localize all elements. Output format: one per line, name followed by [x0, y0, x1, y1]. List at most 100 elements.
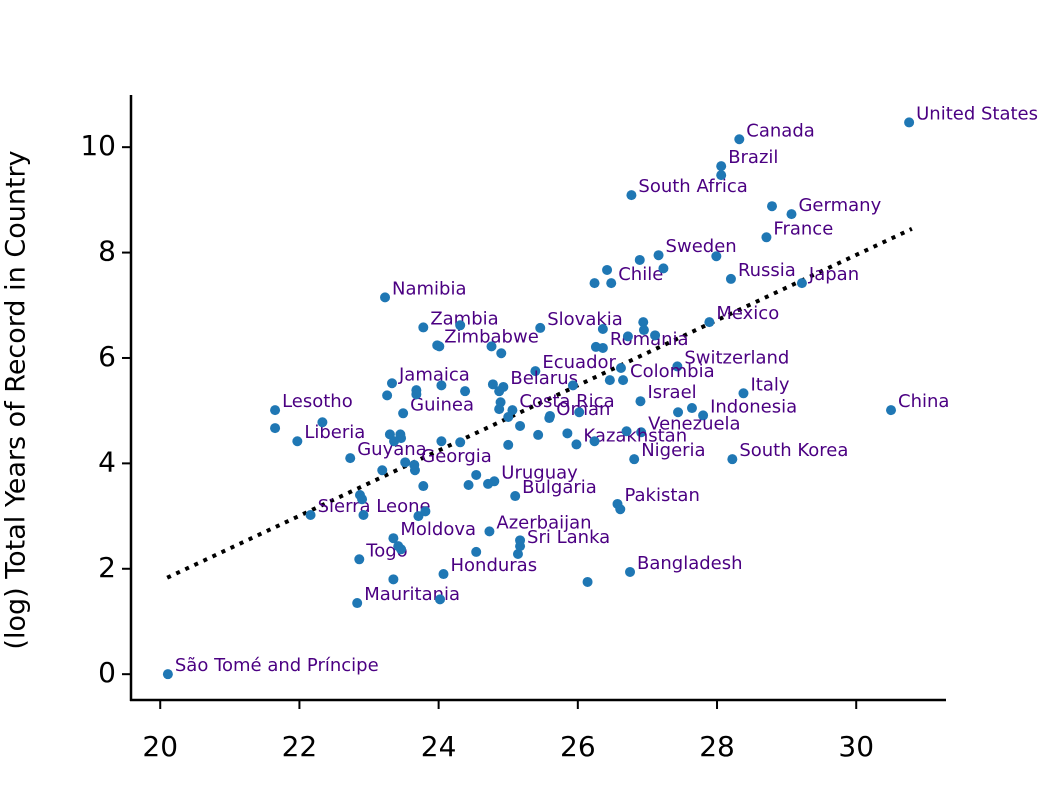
point: [471, 469, 482, 480]
point-label: Chile: [618, 264, 663, 285]
point: [388, 574, 399, 585]
point: [638, 325, 649, 336]
point: [604, 375, 615, 386]
point: [512, 549, 523, 560]
y-tick-label: 8: [98, 235, 116, 268]
point: [635, 396, 646, 407]
point: [786, 209, 797, 220]
point: [590, 341, 601, 352]
point: [463, 479, 474, 490]
point: [672, 361, 683, 372]
point-label: Nigeria: [641, 440, 705, 461]
x-tick-label: 20: [142, 730, 178, 763]
point: [653, 250, 664, 261]
point: [396, 544, 407, 555]
point-label: Mauritania: [364, 584, 460, 605]
y-tick-label: 6: [98, 340, 116, 373]
point: [904, 117, 915, 128]
point: [886, 405, 897, 416]
point-label: Germany: [798, 195, 881, 216]
point: [382, 390, 393, 401]
point: [716, 170, 727, 181]
point-label: South Korea: [739, 440, 848, 461]
point: [418, 322, 429, 333]
y-tick-label: 10: [80, 129, 116, 162]
point: [626, 190, 637, 201]
point: [574, 407, 585, 418]
point: [530, 366, 541, 377]
y-axis-label: (log) Total Years of Record in Country: [1, 150, 32, 649]
point: [435, 594, 446, 605]
point: [510, 491, 521, 502]
y-tick-label: 0: [98, 656, 116, 689]
point: [460, 386, 471, 397]
point-label: Moldova: [400, 519, 476, 540]
point: [650, 330, 661, 341]
point: [716, 161, 727, 172]
point: [562, 428, 573, 439]
point-label: Lesotho: [282, 391, 353, 412]
point: [704, 317, 715, 328]
point: [411, 389, 422, 400]
point-label: Japan: [808, 264, 859, 285]
point: [767, 201, 778, 212]
point-label: Sierra Leone: [318, 496, 431, 517]
point-label: Russia: [738, 260, 796, 281]
point: [622, 331, 633, 342]
point: [725, 273, 736, 284]
point-label: Sri Lanka: [527, 527, 610, 548]
point: [345, 453, 356, 464]
point: [305, 510, 316, 521]
point-label: Romania: [610, 329, 689, 350]
point: [589, 278, 600, 289]
point-label: Guinea: [410, 394, 474, 415]
point: [602, 264, 613, 275]
point-label: Pakistan: [624, 485, 699, 506]
point: [503, 411, 514, 422]
point: [483, 478, 494, 489]
point: [471, 546, 482, 557]
point: [398, 408, 409, 419]
point: [377, 465, 388, 476]
point: [629, 454, 640, 465]
point-label: Zimbabwe: [444, 326, 539, 347]
point: [571, 439, 582, 450]
point: [615, 362, 626, 373]
point: [589, 436, 600, 447]
point-label: Belarus: [510, 368, 578, 389]
point-label: Liberia: [304, 422, 365, 443]
y-tick-label: 2: [98, 551, 116, 584]
point: [515, 420, 526, 431]
point: [418, 481, 429, 492]
point: [495, 397, 506, 408]
x-tick-label: 28: [699, 730, 735, 763]
point: [761, 232, 772, 243]
point-label: Mexico: [716, 303, 779, 324]
point-label: Bangladesh: [637, 553, 743, 574]
point-label: Sweden: [666, 236, 737, 257]
point: [673, 407, 684, 418]
point: [638, 317, 649, 328]
point: [582, 576, 593, 587]
point: [711, 251, 722, 262]
point: [503, 439, 514, 450]
point: [317, 417, 328, 428]
point: [738, 388, 749, 399]
point: [606, 278, 617, 289]
point: [494, 386, 505, 397]
point: [420, 506, 431, 517]
x-tick-label: 30: [838, 730, 874, 763]
point: [533, 429, 544, 440]
point: [484, 526, 495, 537]
point: [686, 403, 697, 414]
point-label: Israel: [647, 382, 696, 403]
point: [409, 465, 420, 476]
point: [496, 348, 507, 359]
point: [438, 569, 449, 580]
point: [486, 341, 497, 352]
point: [455, 320, 466, 331]
x-tick-label: 22: [282, 730, 318, 763]
point: [698, 410, 709, 421]
point: [618, 375, 629, 386]
